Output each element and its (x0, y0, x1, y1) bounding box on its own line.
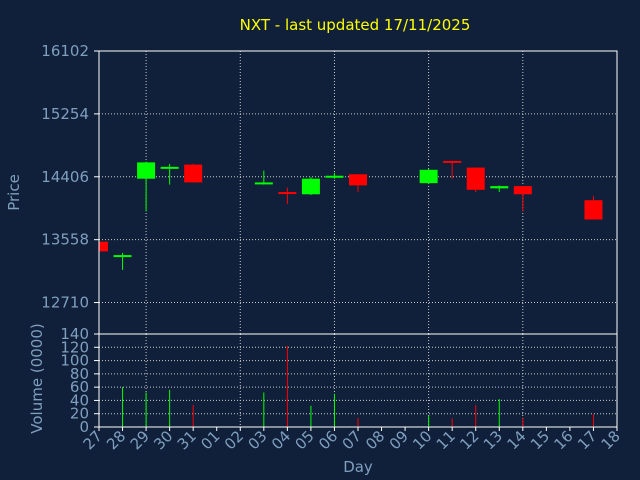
x-tick-label: 31 (174, 427, 200, 453)
x-tick-label: 07 (339, 427, 365, 453)
x-tick-label: 06 (315, 427, 341, 453)
x-tick-label: 01 (197, 427, 223, 453)
candle-body (443, 160, 462, 163)
candle-body (419, 169, 438, 184)
candle-body (301, 178, 320, 195)
volume-y-tick-label: 100 (60, 352, 89, 370)
candle-body (584, 200, 603, 220)
candle-body (349, 174, 367, 186)
price-y-tick-label: 14406 (41, 168, 89, 186)
x-tick-label: 17 (574, 427, 600, 453)
x-tick-label: 30 (150, 427, 176, 453)
x-tick-label: 04 (268, 427, 294, 453)
x-tick-label: 08 (362, 427, 388, 453)
chart-title: NXT - last updated 17/11/2025 (240, 16, 471, 34)
volume-y-tick-label: 0 (79, 418, 89, 436)
volume-y-tick-label: 40 (70, 391, 89, 409)
x-ticks: 2728293031010203040506070809101112131415… (80, 427, 624, 453)
volume-y-tick-label: 60 (70, 378, 89, 396)
candle-body (254, 182, 273, 185)
price-y-tick-label: 16102 (41, 42, 89, 60)
price-y-tick-label: 12710 (41, 294, 89, 312)
x-tick-label: 29 (127, 427, 153, 453)
candle-body (137, 162, 156, 179)
x-axis-label: Day (343, 458, 373, 476)
candle-body (160, 166, 179, 169)
volume-marks (122, 345, 594, 427)
volume-axis-label: Volume (0000) (28, 323, 46, 433)
x-tick-label: 16 (551, 427, 577, 453)
price-y-tick-label: 13558 (41, 231, 89, 249)
volume-y-tick-label: 80 (70, 365, 89, 383)
price-y-tick-label: 15254 (41, 105, 89, 123)
candle-body (325, 175, 344, 178)
price-axis-label: Price (5, 174, 23, 211)
price-marks (99, 160, 603, 270)
price-grid (99, 50, 617, 334)
volume-y-tick-label: 140 (60, 325, 89, 343)
candle-body (184, 164, 203, 183)
volume-y-tick-label: 120 (60, 338, 89, 356)
candle-body (113, 255, 132, 258)
x-tick-label: 15 (527, 427, 553, 453)
volume-y-tick-label: 20 (70, 405, 89, 423)
x-tick-label: 14 (503, 427, 529, 453)
candle-body (490, 186, 509, 189)
x-tick-label: 10 (409, 427, 435, 453)
candle-body (513, 186, 532, 195)
candle-body (278, 192, 297, 195)
price-y-ticks: 12710 13558 14406 15254 16102 (41, 42, 99, 312)
candle-body (466, 167, 485, 190)
x-tick-label: 02 (221, 427, 247, 453)
x-tick-label: 05 (292, 427, 318, 453)
x-tick-label: 28 (103, 427, 129, 453)
x-tick-label: 09 (386, 427, 412, 453)
x-tick-label: 03 (244, 427, 270, 453)
x-tick-label: 12 (456, 427, 482, 453)
x-tick-label: 18 (598, 427, 624, 453)
price-frame (98, 50, 618, 335)
candle-body (99, 241, 108, 252)
x-tick-label: 13 (480, 427, 506, 453)
x-tick-label: 11 (433, 427, 459, 453)
volume-grid (99, 333, 617, 428)
volume-frame (98, 333, 618, 428)
